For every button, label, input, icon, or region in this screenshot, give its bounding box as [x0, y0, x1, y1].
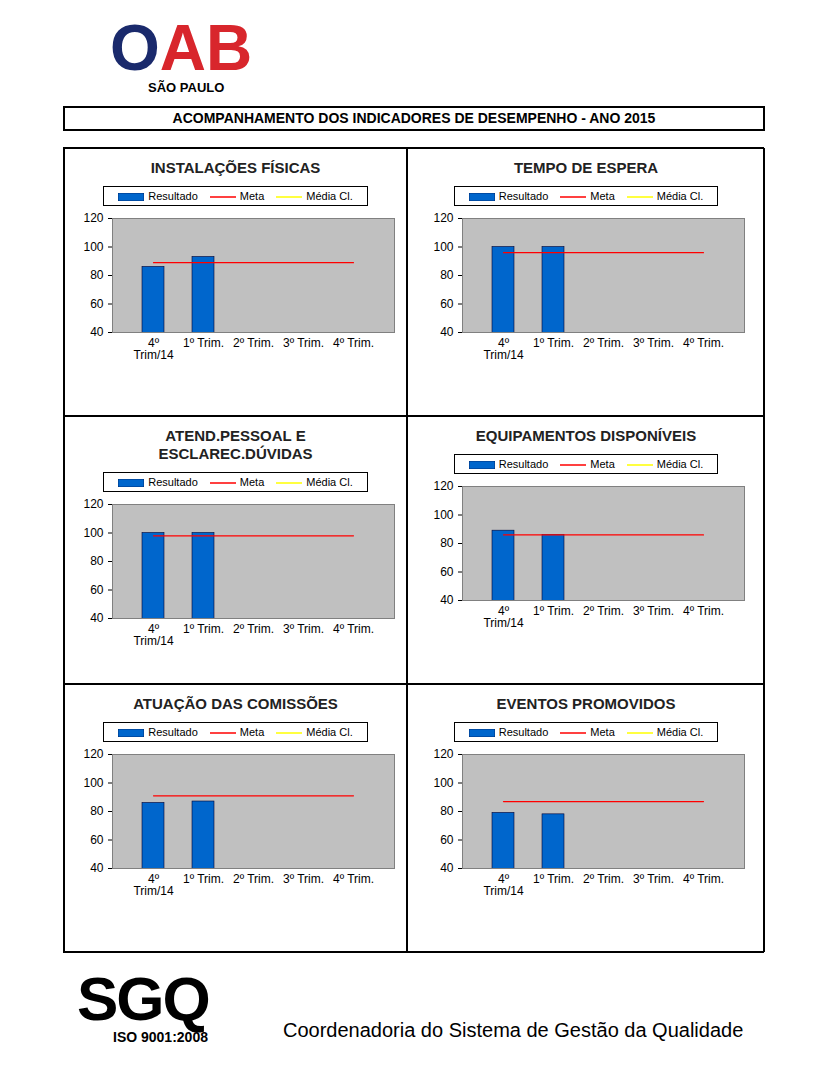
html-text:Meta: Meta — [590, 190, 615, 202]
svg-text:4ºTrim/14: 4ºTrim/14 — [133, 622, 174, 648]
svg-text:80: 80 — [440, 536, 454, 550]
svg-text:SÃO PAULO: SÃO PAULO — [148, 80, 224, 95]
svg-text:2º Trim.: 2º Trim. — [232, 872, 273, 886]
html-text:Resultado: Resultado — [148, 726, 198, 738]
svg-text:100: 100 — [433, 240, 453, 254]
html-text:Média Cl.: Média Cl. — [306, 726, 353, 738]
html-text:Resultado: Resultado — [148, 190, 198, 202]
html-text:Meta: Meta — [590, 458, 615, 470]
svg-text:4º Trim.: 4º Trim. — [332, 872, 373, 886]
svg-text:1º Trim.: 1º Trim. — [533, 604, 574, 618]
svg-text:1º Trim.: 1º Trim. — [182, 336, 223, 350]
svg-text:100: 100 — [433, 508, 453, 522]
html-text:Média Cl.: Média Cl. — [656, 726, 704, 738]
svg-text:1º Trim.: 1º Trim. — [533, 336, 574, 350]
svg-text:3º Trim.: 3º Trim. — [282, 622, 323, 636]
svg-text:3º Trim.: 3º Trim. — [282, 336, 323, 350]
svg-text:40: 40 — [440, 593, 454, 607]
html-text:Meta: Meta — [239, 726, 265, 738]
html-text:Média Cl.: Média Cl. — [306, 190, 353, 202]
svg-text:2º Trim.: 2º Trim. — [583, 336, 624, 350]
html-text:Resultado: Resultado — [498, 458, 549, 470]
svg-text:80: 80 — [90, 554, 104, 568]
html-text:Resultado: Resultado — [498, 190, 549, 202]
svg-text:40: 40 — [440, 861, 454, 875]
html-text:EQUIPAMENTOS DISPONÍVEIS: EQUIPAMENTOS DISPONÍVEIS — [475, 427, 697, 444]
html-text:Média Cl.: Média Cl. — [656, 458, 704, 470]
svg-text:1º Trim.: 1º Trim. — [182, 872, 223, 886]
svg-text:80: 80 — [440, 268, 454, 282]
svg-text:3º Trim.: 3º Trim. — [633, 604, 674, 618]
svg-text:4º Trim.: 4º Trim. — [683, 604, 724, 618]
html-text:ATEND.PESSOAL E ESCLAREC.DÚVID: ATEND.PESSOAL E ESCLAREC.DÚVIDAS — [158, 427, 313, 462]
svg-text:120: 120 — [83, 211, 103, 225]
svg-text:2º Trim.: 2º Trim. — [583, 872, 624, 886]
html-text:ATUAÇÃO DAS COMISSÕES: ATUAÇÃO DAS COMISSÕES — [133, 695, 338, 712]
svg-text:100: 100 — [83, 240, 103, 254]
svg-text:OAB: OAB — [110, 12, 252, 84]
svg-text:40: 40 — [90, 325, 104, 339]
html-text:EVENTOS PROMOVIDOS: EVENTOS PROMOVIDOS — [496, 695, 676, 712]
svg-text:80: 80 — [440, 804, 454, 818]
svg-text:80: 80 — [90, 268, 104, 282]
svg-text:120: 120 — [83, 497, 103, 511]
html-text:TEMPO DE ESPERA: TEMPO DE ESPERA — [513, 159, 659, 176]
svg-text:4º Trim.: 4º Trim. — [332, 622, 373, 636]
svg-text:60: 60 — [90, 297, 104, 311]
svg-text:2º Trim.: 2º Trim. — [232, 336, 273, 350]
svg-text:40: 40 — [90, 861, 104, 875]
svg-text:120: 120 — [433, 747, 453, 761]
svg-text:120: 120 — [433, 211, 453, 225]
svg-text:2º Trim.: 2º Trim. — [232, 622, 273, 636]
html-text:INSTALAÇÕES FÍSICAS: INSTALAÇÕES FÍSICAS — [150, 159, 321, 176]
svg-text:ISO 9001:2008: ISO 9001:2008 — [113, 1029, 208, 1045]
svg-text:4ºTrim/14: 4ºTrim/14 — [483, 604, 524, 630]
svg-text:100: 100 — [83, 776, 103, 790]
svg-text:4ºTrim/14: 4ºTrim/14 — [133, 872, 174, 898]
svg-text:3º Trim.: 3º Trim. — [633, 872, 674, 886]
html-text:ACOMPANHAMENTO DOS INDICADORES: ACOMPANHAMENTO DOS INDICADORES DE DESEMP… — [172, 110, 656, 126]
svg-text:3º Trim.: 3º Trim. — [633, 336, 674, 350]
svg-text:60: 60 — [440, 833, 454, 847]
svg-text:60: 60 — [90, 833, 104, 847]
svg-text:60: 60 — [440, 297, 454, 311]
html-text:Meta: Meta — [239, 476, 265, 488]
svg-text:80: 80 — [90, 804, 104, 818]
svg-text:4º Trim.: 4º Trim. — [683, 336, 724, 350]
svg-text:60: 60 — [90, 583, 104, 597]
svg-text:4ºTrim/14: 4ºTrim/14 — [483, 872, 524, 898]
svg-text:4ºTrim/14: 4ºTrim/14 — [483, 336, 524, 362]
svg-text:60: 60 — [440, 565, 454, 579]
svg-text:100: 100 — [83, 526, 103, 540]
svg-text:4º Trim.: 4º Trim. — [683, 872, 724, 886]
svg-text:Coordenadoria do Sistema de Ge: Coordenadoria do Sistema de Gestão da Qu… — [283, 1019, 743, 1041]
html-text:Média Cl.: Média Cl. — [656, 190, 704, 202]
svg-text:2º Trim.: 2º Trim. — [583, 604, 624, 618]
svg-text:4º Trim.: 4º Trim. — [332, 336, 373, 350]
svg-text:120: 120 — [83, 747, 103, 761]
html-text:Resultado: Resultado — [148, 476, 198, 488]
svg-text:40: 40 — [90, 611, 104, 625]
svg-text:4ºTrim/14: 4ºTrim/14 — [133, 336, 174, 362]
svg-text:100: 100 — [433, 776, 453, 790]
svg-text:120: 120 — [433, 479, 453, 493]
html-text:Meta: Meta — [590, 726, 615, 738]
svg-text:3º Trim.: 3º Trim. — [282, 872, 323, 886]
svg-text:SGQ: SGQ — [77, 965, 209, 1033]
svg-text:1º Trim.: 1º Trim. — [182, 622, 223, 636]
html-text:Média Cl.: Média Cl. — [306, 476, 353, 488]
html-text:Meta: Meta — [239, 190, 265, 202]
html-text:Resultado: Resultado — [498, 726, 549, 738]
svg-text:1º Trim.: 1º Trim. — [533, 872, 574, 886]
svg-text:40: 40 — [440, 325, 454, 339]
